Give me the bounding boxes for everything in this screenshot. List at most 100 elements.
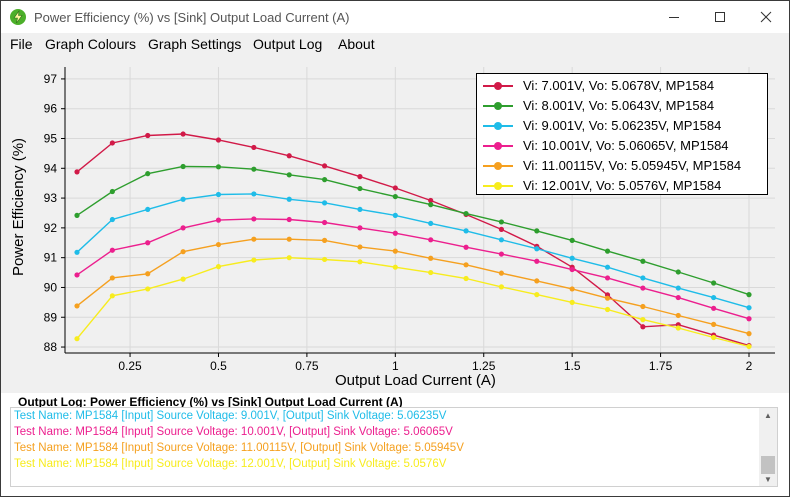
data-point — [392, 248, 398, 254]
y-tick-label: 90 — [44, 280, 58, 294]
data-point — [74, 249, 80, 255]
data-point — [286, 236, 292, 242]
menu-file[interactable]: File — [10, 36, 33, 52]
data-point — [675, 285, 681, 291]
legend-label: Vi: 10.001V, Vo: 5.06065V, MP1584 — [523, 138, 729, 153]
scroll-up-icon[interactable]: ▲ — [764, 410, 772, 420]
data-point — [534, 292, 540, 298]
menu-graph-settings[interactable]: Graph Settings — [148, 36, 242, 52]
legend-entry: Vi: 7.001V, Vo: 5.0678V, MP1584 — [483, 76, 763, 96]
data-point — [357, 185, 363, 192]
legend-entry: Vi: 10.001V, Vo: 5.06065V, MP1584 — [483, 136, 763, 156]
data-point — [215, 264, 222, 270]
y-axis-label: Power Efficiency (%) — [10, 138, 27, 276]
data-point — [251, 216, 257, 222]
data-point — [392, 185, 398, 191]
series-line — [76, 238, 750, 335]
data-point — [428, 202, 434, 208]
x-tick-label: 1.5 — [564, 359, 581, 373]
data-point — [109, 188, 115, 195]
data-point — [109, 247, 115, 253]
log-line: Test Name: MP1584 [Input] Source Voltage… — [14, 410, 447, 422]
legend-entry: Vi: 11.00115V, Vo: 5.05945V, MP1584 — [483, 156, 763, 176]
x-tick-label: 1.75 — [649, 359, 673, 373]
data-point — [569, 286, 575, 292]
menu-about[interactable]: About — [338, 36, 375, 52]
close-icon — [760, 11, 772, 23]
x-tick-label: 1 — [392, 359, 399, 373]
data-point — [640, 285, 646, 291]
data-point — [498, 219, 505, 225]
legend-marker — [494, 122, 502, 130]
window-title: Power Efficiency (%) vs [Sink] Output Lo… — [34, 10, 350, 25]
series-line — [76, 218, 750, 320]
data-point — [74, 336, 80, 342]
data-point — [357, 206, 363, 213]
scroll-down-icon[interactable]: ▼ — [764, 474, 772, 484]
data-point — [392, 212, 398, 218]
data-point — [286, 216, 292, 223]
legend-entry: Vi: 12.001V, Vo: 5.0576V, MP1584 — [483, 176, 763, 196]
data-point — [640, 258, 646, 264]
minimize-icon — [669, 17, 679, 18]
menu-graph-colours[interactable]: Graph Colours — [45, 36, 137, 52]
data-point — [604, 295, 611, 301]
data-point — [392, 264, 398, 270]
data-point — [215, 191, 222, 198]
data-point — [463, 275, 469, 282]
data-point — [463, 228, 469, 234]
y-tick-label: 96 — [44, 102, 58, 116]
title-bar[interactable]: Power Efficiency (%) vs [Sink] Output Lo… — [1, 1, 789, 33]
log-line: Test Name: MP1584 [Input] Source Voltage… — [14, 426, 453, 438]
data-point — [711, 280, 717, 286]
menu-output-log[interactable]: Output Log — [253, 36, 323, 52]
close-button[interactable] — [743, 1, 789, 33]
data-point — [640, 303, 646, 310]
data-point — [74, 212, 80, 218]
data-point — [74, 169, 80, 175]
data-point — [357, 259, 363, 265]
maximize-button[interactable] — [697, 1, 743, 33]
data-point — [286, 255, 292, 261]
legend-marker — [494, 162, 502, 170]
data-point — [569, 266, 575, 273]
x-tick-label: 1.25 — [472, 359, 496, 373]
chart-legend: Vi: 7.001V, Vo: 5.0678V, MP1584 Vi: 8.00… — [476, 73, 768, 195]
data-point — [711, 294, 717, 301]
data-point — [746, 292, 752, 298]
data-point — [711, 321, 717, 327]
y-tick-label: 89 — [44, 310, 58, 324]
minimize-button[interactable] — [651, 1, 697, 33]
scroll-thumb[interactable] — [761, 456, 775, 474]
data-point — [145, 171, 151, 177]
data-point — [215, 137, 222, 143]
data-point — [428, 197, 434, 204]
legend-label: Vi: 8.001V, Vo: 5.0643V, MP1584 — [523, 98, 715, 113]
legend-marker — [494, 102, 502, 110]
data-point — [251, 144, 257, 151]
data-point — [428, 255, 434, 261]
data-point — [746, 316, 752, 322]
data-point — [286, 172, 292, 178]
y-tick-label: 95 — [44, 132, 58, 146]
data-point — [215, 241, 222, 248]
data-point — [463, 244, 469, 250]
data-point — [534, 228, 540, 234]
y-tick-label: 92 — [44, 221, 58, 235]
log-line: Test Name: MP1584 [Input] Source Voltage… — [14, 442, 464, 454]
data-point — [463, 210, 469, 217]
log-scrollbar[interactable]: ▲ ▼ — [759, 408, 777, 486]
output-log-title: Output Log: Power Efficiency (%) vs [Sin… — [18, 395, 403, 409]
data-point — [746, 343, 752, 350]
data-point — [711, 305, 717, 311]
x-axis-label: Output Load Current (A) — [335, 372, 496, 389]
data-point — [180, 196, 186, 202]
data-point — [675, 269, 681, 275]
data-point — [604, 275, 611, 281]
data-point — [180, 276, 186, 282]
data-point — [180, 131, 186, 137]
output-log-panel: Output Log: Power Efficiency (%) vs [Sin… — [1, 393, 789, 496]
output-log-textbox[interactable]: Test Name: MP1584 [Input] Source Voltage… — [10, 407, 778, 487]
data-point — [321, 237, 328, 243]
